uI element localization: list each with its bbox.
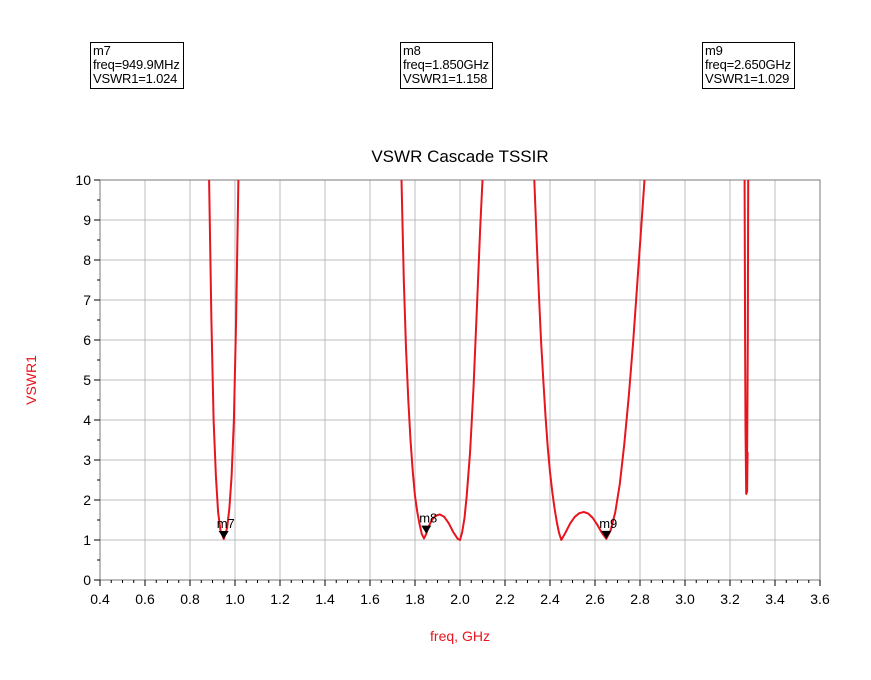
marker-readout-m7[interactable]: m7 freq=949.9MHz VSWR1=1.024 xyxy=(90,42,184,89)
y-tick-label: 10 xyxy=(75,172,91,188)
marker-m8-symbol[interactable] xyxy=(421,525,432,534)
marker-freq: freq=1.850GHz xyxy=(403,57,489,72)
y-axis-label: VSWR1 xyxy=(23,355,39,405)
marker-freq: freq=2.650GHz xyxy=(705,57,791,72)
x-tick-label: 0.4 xyxy=(90,591,110,607)
x-tick-label: 1.4 xyxy=(315,591,335,607)
y-tick-label: 6 xyxy=(83,332,91,348)
x-tick-label: 2.6 xyxy=(585,591,605,607)
y-tick-label: 1 xyxy=(83,532,91,548)
y-tick-label: 8 xyxy=(83,252,91,268)
y-tick-label: 4 xyxy=(83,412,91,428)
marker-value: VSWR1=1.158 xyxy=(403,71,488,86)
series-line-segment xyxy=(400,179,484,541)
x-tick-label: 1.6 xyxy=(360,591,380,607)
x-tick-label: 1.2 xyxy=(270,591,290,607)
x-tick-label: 3.4 xyxy=(765,591,785,607)
marker-value: VSWR1=1.024 xyxy=(93,71,178,86)
x-tick-label: 3.6 xyxy=(810,591,830,607)
marker-readout-m9[interactable]: m9 freq=2.650GHz VSWR1=1.029 xyxy=(702,42,795,89)
x-tick-label: 2.2 xyxy=(495,591,515,607)
x-tick-label: 2.4 xyxy=(540,591,560,607)
y-tick-label: 5 xyxy=(83,372,91,388)
marker-name: m9 xyxy=(705,43,723,58)
x-tick-label: 2.0 xyxy=(450,591,470,607)
y-tick-label: 9 xyxy=(83,212,91,228)
grid-lines xyxy=(100,180,820,580)
axis-ticks: 0.4 0.6 0.8 1.0 1.2 1.4 1.6 1.8 2.0 2.2 2.4 2.6 2.8 3… xyxy=(75,172,830,607)
series-line-segment xyxy=(743,179,750,495)
marker-m7-label: m7 xyxy=(217,516,235,531)
marker-name: m7 xyxy=(93,43,111,58)
x-tick-label: 3.0 xyxy=(675,591,695,607)
marker-readout-m8[interactable]: m8 freq=1.850GHz VSWR1=1.158 xyxy=(400,42,493,89)
y-tick-label: 7 xyxy=(83,292,91,308)
x-tick-label: 0.6 xyxy=(135,591,155,607)
chart-title: VSWR Cascade TSSIR xyxy=(371,147,548,166)
x-tick-label: 1.0 xyxy=(225,591,245,607)
y-tick-label: 0 xyxy=(83,572,91,588)
series-line-segment xyxy=(745,451,749,495)
x-axis-label: freq, GHz xyxy=(430,628,490,644)
series-line-segment xyxy=(533,179,646,541)
marker-m8-label: m8 xyxy=(419,511,437,526)
y-tick-label: 2 xyxy=(83,492,91,508)
x-tick-label: 0.8 xyxy=(180,591,200,607)
marker-freq: freq=949.9MHz xyxy=(93,57,180,72)
series-vswr1 xyxy=(208,179,750,541)
y-tick-label: 3 xyxy=(83,452,91,468)
x-tick-label: 2.8 xyxy=(630,591,650,607)
marker-m7-symbol[interactable] xyxy=(218,531,229,540)
x-tick-label: 3.2 xyxy=(720,591,740,607)
marker-value: VSWR1=1.029 xyxy=(705,71,790,86)
marker-m9-label: m9 xyxy=(599,516,617,531)
series-line-segment xyxy=(208,179,240,540)
marker-m9-symbol[interactable] xyxy=(601,530,612,539)
x-tick-label: 1.8 xyxy=(405,591,425,607)
marker-name: m8 xyxy=(403,43,421,58)
marker-symbols: m7 m8 m9 xyxy=(217,511,617,540)
